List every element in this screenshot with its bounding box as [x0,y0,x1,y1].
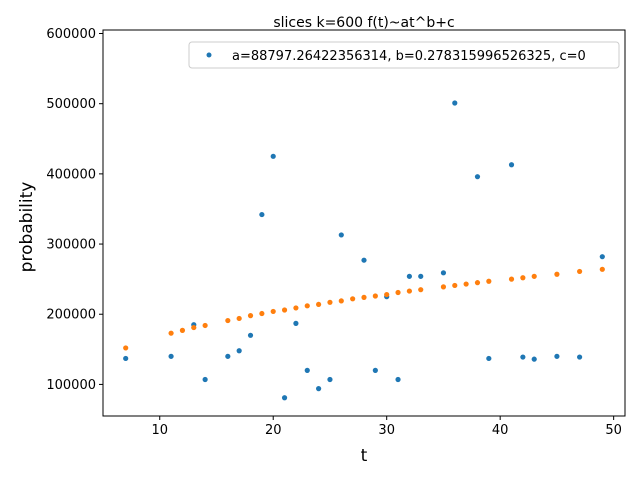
y-tick-label: 400000 [46,167,96,182]
legend-marker [206,52,212,58]
data-point-series-2 [225,317,231,324]
data-point-series-1 [225,353,231,359]
data-point-series-2 [191,324,197,331]
data-point-series-2 [270,308,276,315]
y-tick-label: 500000 [46,97,96,112]
data-point-series-2 [372,293,378,299]
data-point-series-1 [452,100,458,106]
data-point-series-1 [270,153,276,159]
data-point-series-2 [599,266,605,272]
y-axis-label: probability [17,182,37,273]
data-point-series-1 [520,354,526,360]
x-tick-label: 50 [605,423,622,438]
data-point-series-1 [304,367,310,373]
legend-box [188,41,620,69]
y-tick-label: 300000 [46,238,96,253]
y-tick-label: 100000 [46,378,96,393]
data-point-series-1 [259,211,265,218]
data-point-series-1 [440,270,447,276]
x-tick-label: 20 [265,423,282,438]
data-point-series-1 [361,257,367,263]
y-tick-label: 200000 [46,308,96,323]
data-point-series-2 [474,280,481,286]
data-point-series-2 [123,345,129,351]
data-point-series-1 [406,273,412,279]
data-point-series-2 [168,330,174,336]
data-point-series-2 [236,315,242,322]
data-point-series-1 [168,353,174,359]
data-point-series-1 [372,367,378,373]
x-tick-label: 40 [492,423,509,438]
data-point-series-2 [293,305,299,311]
data-point-series-2 [406,288,412,294]
data-point-series-2 [316,301,322,308]
data-point-series-2 [327,299,333,305]
data-point-series-2 [304,303,310,309]
data-point-series-2 [508,276,515,282]
legend-label: a=88797.26422356314, b=0.278315996526325… [232,49,586,64]
data-point-series-1 [338,232,344,238]
data-point-series-1 [395,376,401,383]
y-ticks: 100000 200000 300000 400000 500000 600000 [46,27,103,393]
data-point-series-2 [395,289,401,296]
x-tick-label: 10 [151,423,168,438]
data-point-series-2 [350,296,356,302]
data-points [123,100,605,401]
data-point-series-1 [202,376,208,383]
data-point-series-2 [338,298,344,304]
plot-area-frame [102,29,626,417]
x-ticks: 10 20 30 40 50 [151,416,622,438]
data-point-series-2 [486,278,492,284]
data-point-series-1 [316,386,322,392]
data-point-series-2 [202,322,208,329]
data-point-series-1 [554,353,560,359]
data-point-series-2 [418,287,424,293]
data-point-series-2 [281,307,288,313]
y-tick-label: 600000 [46,27,96,42]
data-point-series-2 [259,310,265,317]
data-point-series-2 [531,273,537,279]
data-point-series-1 [508,162,515,168]
data-point-series-2 [247,313,254,319]
x-axis-label: t [361,446,368,466]
data-point-series-1 [281,395,288,401]
data-point-series-1 [247,332,254,338]
data-point-series-2 [361,294,367,300]
legend: a=88797.26422356314, b=0.278315996526325… [188,41,620,69]
data-point-series-2 [463,281,469,287]
chart-title: slices k=600 f(t)~at^b+c [273,15,454,31]
data-point-series-2 [440,284,447,290]
data-point-series-1 [577,354,583,360]
data-point-series-2 [452,282,458,289]
data-point-series-2 [520,275,526,281]
data-point-series-1 [327,376,333,383]
data-point-series-2 [384,291,390,298]
data-point-series-1 [599,254,605,260]
data-point-series-1 [486,355,492,362]
data-point-series-1 [531,356,537,362]
data-point-series-1 [293,320,299,326]
data-point-series-2 [577,268,583,275]
data-point-series-1 [123,355,129,362]
data-point-series-1 [474,174,481,180]
data-point-series-1 [236,348,242,354]
data-point-series-2 [179,327,186,333]
x-tick-label: 30 [378,423,395,438]
data-point-series-2 [554,271,560,277]
data-point-series-1 [418,273,424,279]
